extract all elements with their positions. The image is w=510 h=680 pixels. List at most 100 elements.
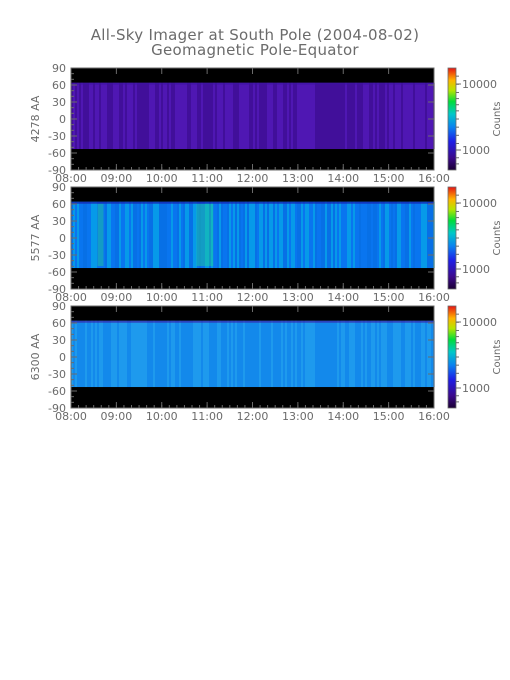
stripe [107, 320, 109, 388]
stripe [121, 320, 123, 388]
colorbar-label: Counts [492, 102, 503, 137]
stripe [141, 82, 143, 150]
stripe [197, 201, 199, 269]
stripe [393, 82, 395, 150]
stripe [103, 201, 105, 269]
x-tick-label: 09:00 [101, 291, 133, 304]
stripe [375, 82, 377, 150]
stripe [71, 201, 73, 269]
stripe [189, 82, 191, 150]
stripe [321, 201, 323, 269]
stripe [199, 320, 201, 388]
stripe [423, 82, 425, 150]
stripe [235, 201, 237, 269]
stripe [229, 201, 231, 269]
x-tick-label: 15:00 [373, 410, 405, 423]
stripe [137, 320, 139, 388]
y-tick-label: 30 [52, 215, 66, 228]
stripe [353, 82, 355, 150]
stripe [327, 82, 329, 150]
stripe [289, 201, 291, 269]
stripe [235, 82, 237, 150]
stripe [373, 82, 375, 150]
stripe [391, 320, 393, 388]
stripe [357, 82, 359, 150]
stripe [113, 320, 115, 388]
stripe [153, 320, 155, 388]
stripe [119, 320, 121, 388]
stripe [249, 201, 251, 269]
stripe [217, 201, 219, 269]
stripe [273, 82, 275, 150]
stripe [235, 320, 237, 388]
stripe [105, 320, 107, 388]
stripe [423, 320, 425, 388]
stripe [243, 320, 245, 388]
stripe [251, 82, 253, 150]
stripe [145, 320, 147, 388]
stripe [221, 82, 223, 150]
stripe [171, 82, 173, 150]
stripe [159, 82, 161, 150]
stripe [403, 201, 405, 269]
stripe [195, 82, 197, 150]
stripe [237, 82, 239, 150]
stripe [409, 82, 411, 150]
stripe [81, 201, 83, 269]
y-tick-label: -30 [48, 249, 66, 262]
stripe [361, 320, 363, 388]
stripe [349, 201, 351, 269]
stripe [355, 82, 357, 150]
x-tick-label: 13:00 [282, 172, 314, 185]
stripe [147, 82, 149, 150]
stripe [181, 320, 183, 388]
stripe [91, 82, 93, 150]
stripe [413, 201, 415, 269]
stripe [211, 201, 213, 269]
stripe [345, 82, 347, 150]
stripe [203, 320, 205, 388]
stripe [309, 82, 311, 150]
stripe [117, 201, 119, 269]
stripe [417, 320, 419, 388]
stripe [315, 82, 317, 150]
stripe [77, 320, 79, 388]
stripe [103, 82, 105, 150]
stripe [165, 201, 167, 269]
stripe [219, 201, 221, 269]
stripe [331, 320, 333, 388]
stripe [255, 201, 257, 269]
stripe [143, 82, 145, 150]
stripe [319, 320, 321, 388]
stripe [157, 82, 159, 150]
stripe [399, 82, 401, 150]
stripe [301, 201, 303, 269]
stripe [303, 320, 305, 388]
colorbar-gradient [447, 305, 457, 409]
x-tick-label: 08:00 [55, 172, 87, 185]
stripe [161, 201, 163, 269]
stripe [347, 201, 349, 269]
colorbar-tick-label: 10000 [462, 78, 497, 91]
stripe [355, 201, 357, 269]
stripe [183, 201, 185, 269]
x-tick-label: 16:00 [418, 172, 450, 185]
stripe [289, 82, 291, 150]
stripe [113, 82, 115, 150]
stripe [169, 82, 171, 150]
stripe [105, 82, 107, 150]
stripe [331, 82, 333, 150]
stripe [185, 320, 187, 388]
band-edge [71, 320, 434, 323]
stripe [391, 82, 393, 150]
stripe [285, 320, 287, 388]
stripe [137, 201, 139, 269]
stripe [83, 320, 85, 388]
stripe [167, 201, 169, 269]
stripe [313, 320, 315, 388]
colorbar-tick-label: 1000 [462, 144, 490, 157]
stripe [407, 320, 409, 388]
stripe [181, 82, 183, 150]
